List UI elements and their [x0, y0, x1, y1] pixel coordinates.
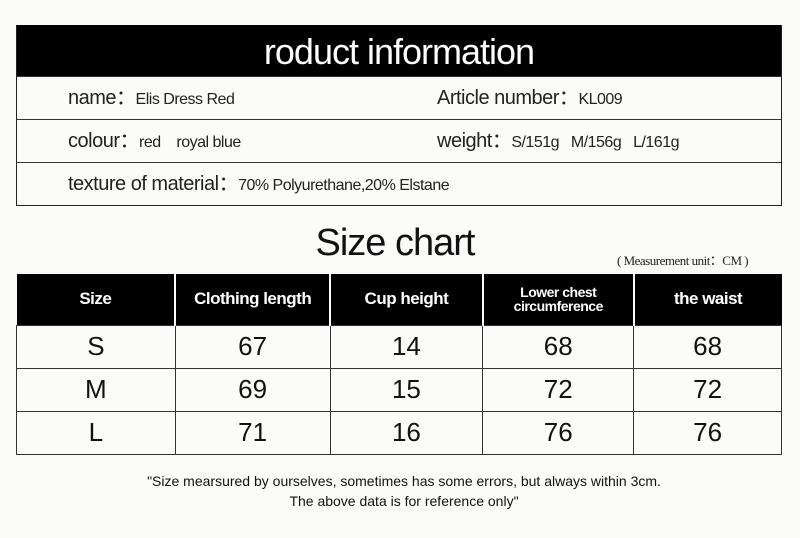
disclaimer-note: "Size mearsured by ourselves, sometimes … [0, 471, 800, 511]
header-lower-chest: Lower chest circumference [481, 274, 634, 325]
name-label: name： [68, 87, 136, 109]
cell-cup-height: 16 [329, 410, 484, 455]
cell-lower-chest: 72 [482, 367, 635, 412]
weight-field: weight：S/151g M/156g L/161g [437, 120, 679, 164]
product-info-title: roduct information [17, 25, 781, 76]
note-line-1: "Size mearsured by ourselves, sometimes … [147, 473, 661, 489]
colour-value: red royal blue [138, 134, 241, 151]
colour-field: colour：red royal blue [68, 120, 241, 164]
cell-lower-chest: 68 [482, 324, 635, 369]
cell-waist: 72 [633, 367, 782, 412]
size-table: Size Clothing length Cup height Lower ch… [16, 274, 782, 455]
info-row-name: name：Elis Dress Red Article number：KL009 [17, 76, 781, 119]
colour-label: colour： [68, 130, 139, 152]
cell-cup-height: 14 [329, 324, 484, 369]
material-label: texture of material： [68, 173, 239, 195]
cell-clothing-length: 67 [174, 324, 331, 369]
product-info-box: roduct information name：Elis Dress Red A… [16, 25, 782, 206]
cell-waist: 76 [633, 410, 782, 455]
article-field: Article number：KL009 [437, 77, 623, 121]
cell-clothing-length: 69 [174, 367, 331, 412]
cell-size: M [16, 367, 176, 412]
note-line-2: The above data is for reference only" [289, 493, 519, 509]
cell-clothing-length: 71 [174, 410, 331, 455]
info-row-colour: colour：red royal blue weight：S/151g M/15… [17, 119, 781, 162]
article-label: Article number： [437, 87, 579, 109]
cell-waist: 68 [633, 324, 782, 369]
name-field: name：Elis Dress Red [68, 77, 235, 121]
cell-size: L [16, 410, 176, 455]
cell-lower-chest: 76 [482, 410, 635, 455]
table-header-row: Size Clothing length Cup height Lower ch… [16, 274, 782, 325]
cell-cup-height: 15 [329, 367, 484, 412]
table-row: S 67 14 68 68 [16, 324, 782, 369]
article-value: KL009 [578, 91, 623, 108]
measurement-unit: ( Measurement unit：CM ) [617, 253, 749, 268]
material-field: texture of material：70% Polyurethane,20%… [68, 163, 450, 207]
cell-size: S [16, 324, 176, 369]
table-row: M 69 15 72 72 [16, 367, 782, 412]
size-chart-title: Size chart [315, 222, 476, 264]
header-size: Size [16, 274, 176, 325]
header-clothing-length: Clothing length [174, 274, 331, 325]
material-value: 70% Polyurethane,20% Elstane [238, 177, 450, 194]
header-cup-height: Cup height [329, 274, 483, 325]
name-value: Elis Dress Red [135, 91, 235, 108]
table-row: L 71 16 76 76 [16, 410, 782, 455]
weight-label: weight： [437, 130, 512, 152]
info-row-material: texture of material：70% Polyurethane,20%… [17, 162, 781, 205]
header-waist: the waist [632, 274, 782, 325]
weight-value: S/151g M/156g L/161g [511, 134, 679, 151]
